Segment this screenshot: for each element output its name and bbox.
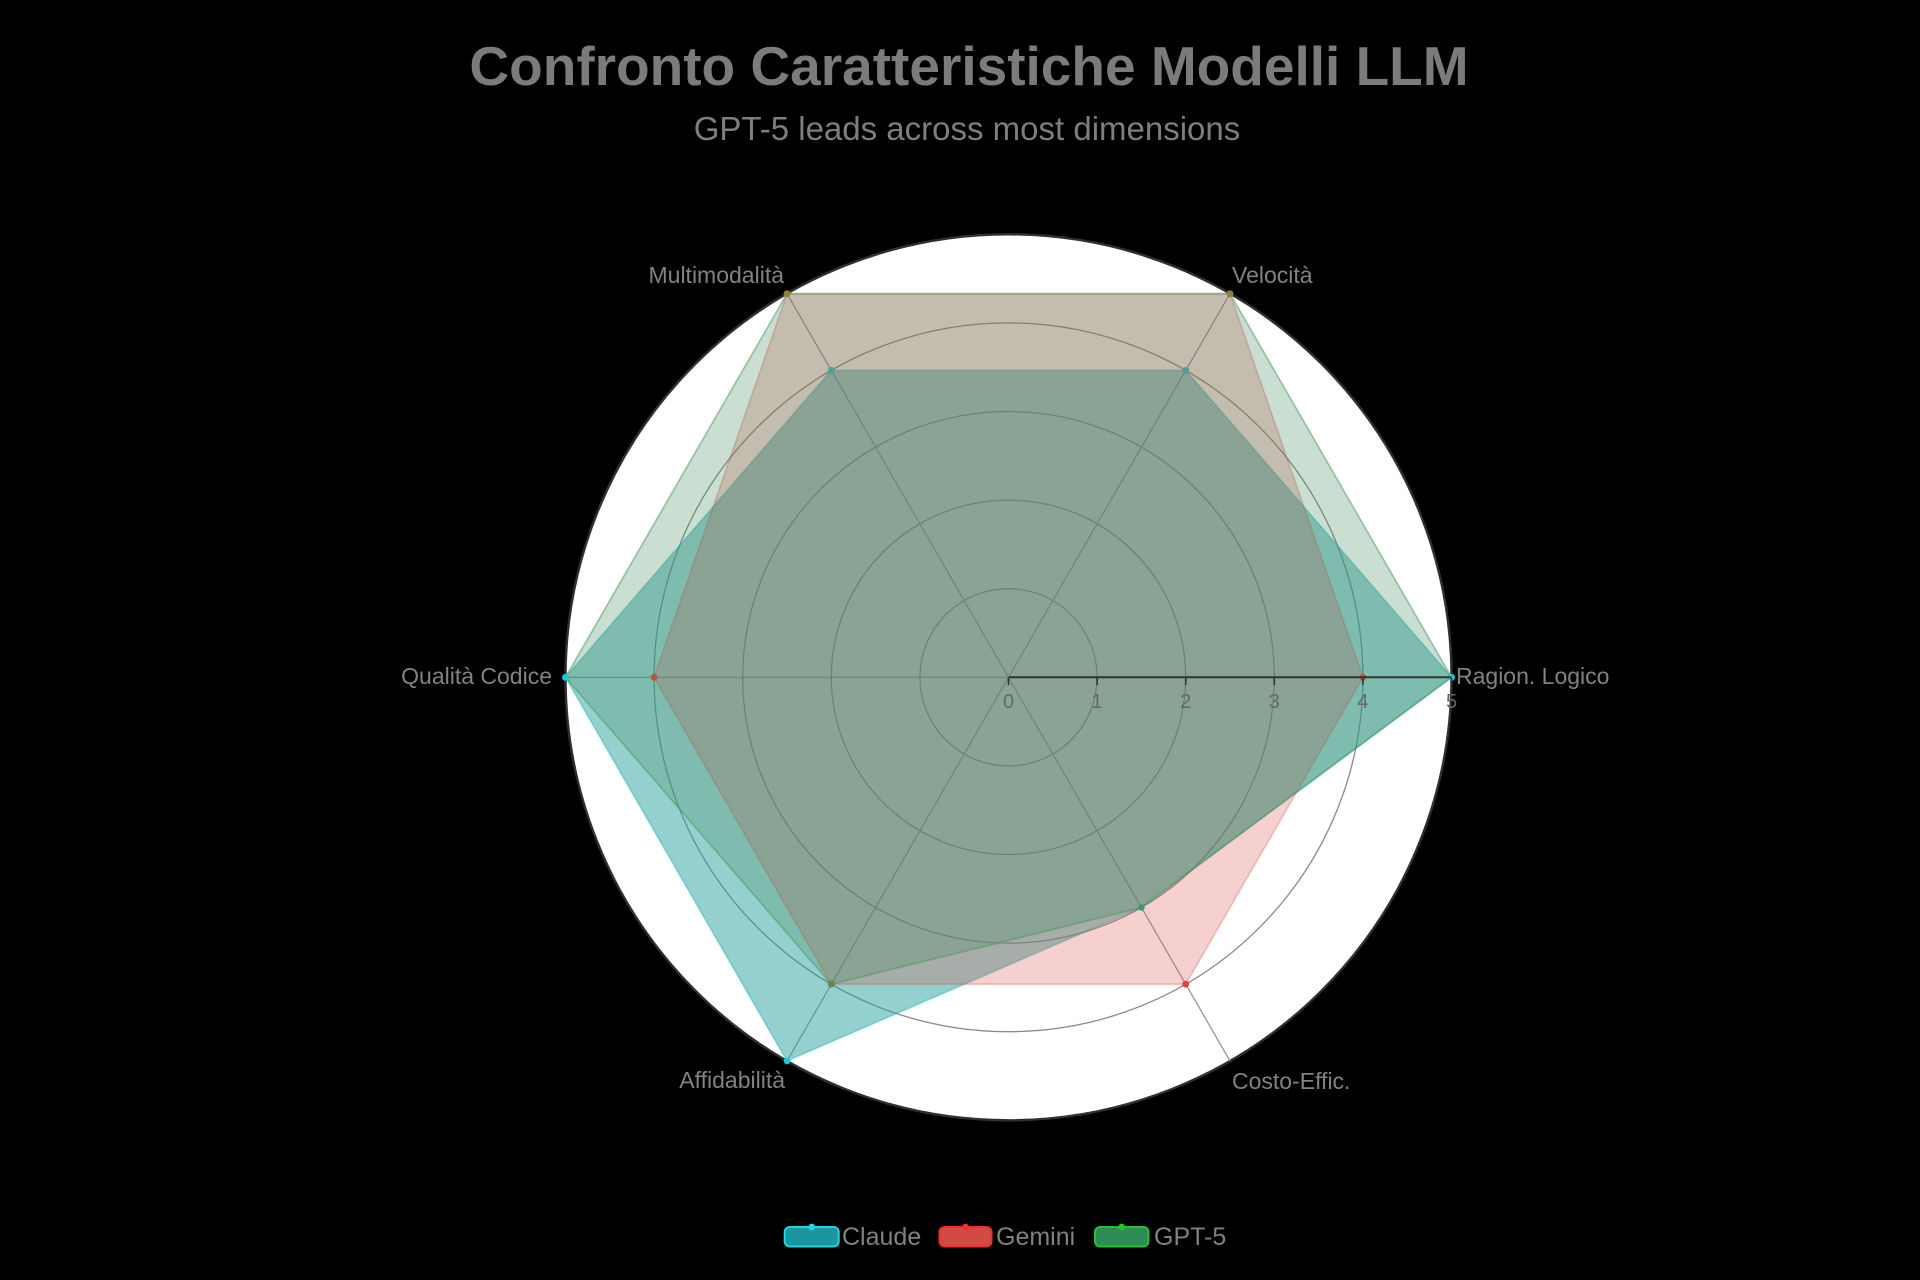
- svg-text:Costo-Effic.: Costo-Effic.: [1232, 1068, 1350, 1094]
- svg-text:5: 5: [1446, 691, 1457, 713]
- svg-text:Ragion. Logico: Ragion. Logico: [1456, 663, 1609, 689]
- svg-text:Affidabilità: Affidabilità: [679, 1067, 785, 1093]
- svg-text:Claude: Claude: [842, 1223, 921, 1251]
- svg-text:Gemini: Gemini: [996, 1223, 1075, 1251]
- svg-text:GPT-5 leads across most dimens: GPT-5 leads across most dimensions: [694, 110, 1241, 147]
- svg-text:GPT-5: GPT-5: [1154, 1223, 1226, 1251]
- svg-text:Multimodalità: Multimodalità: [649, 262, 785, 288]
- svg-text:0: 0: [1003, 691, 1014, 713]
- svg-text:4: 4: [1357, 691, 1368, 713]
- svg-text:Qualità Codice: Qualità Codice: [401, 663, 552, 689]
- svg-text:1: 1: [1092, 691, 1103, 713]
- svg-text:Velocità: Velocità: [1232, 262, 1313, 288]
- svg-text:3: 3: [1269, 691, 1280, 713]
- svg-text:Confronto Caratteristiche Mode: Confronto Caratteristiche Modelli LLM: [469, 35, 1468, 97]
- svg-text:2: 2: [1180, 691, 1191, 713]
